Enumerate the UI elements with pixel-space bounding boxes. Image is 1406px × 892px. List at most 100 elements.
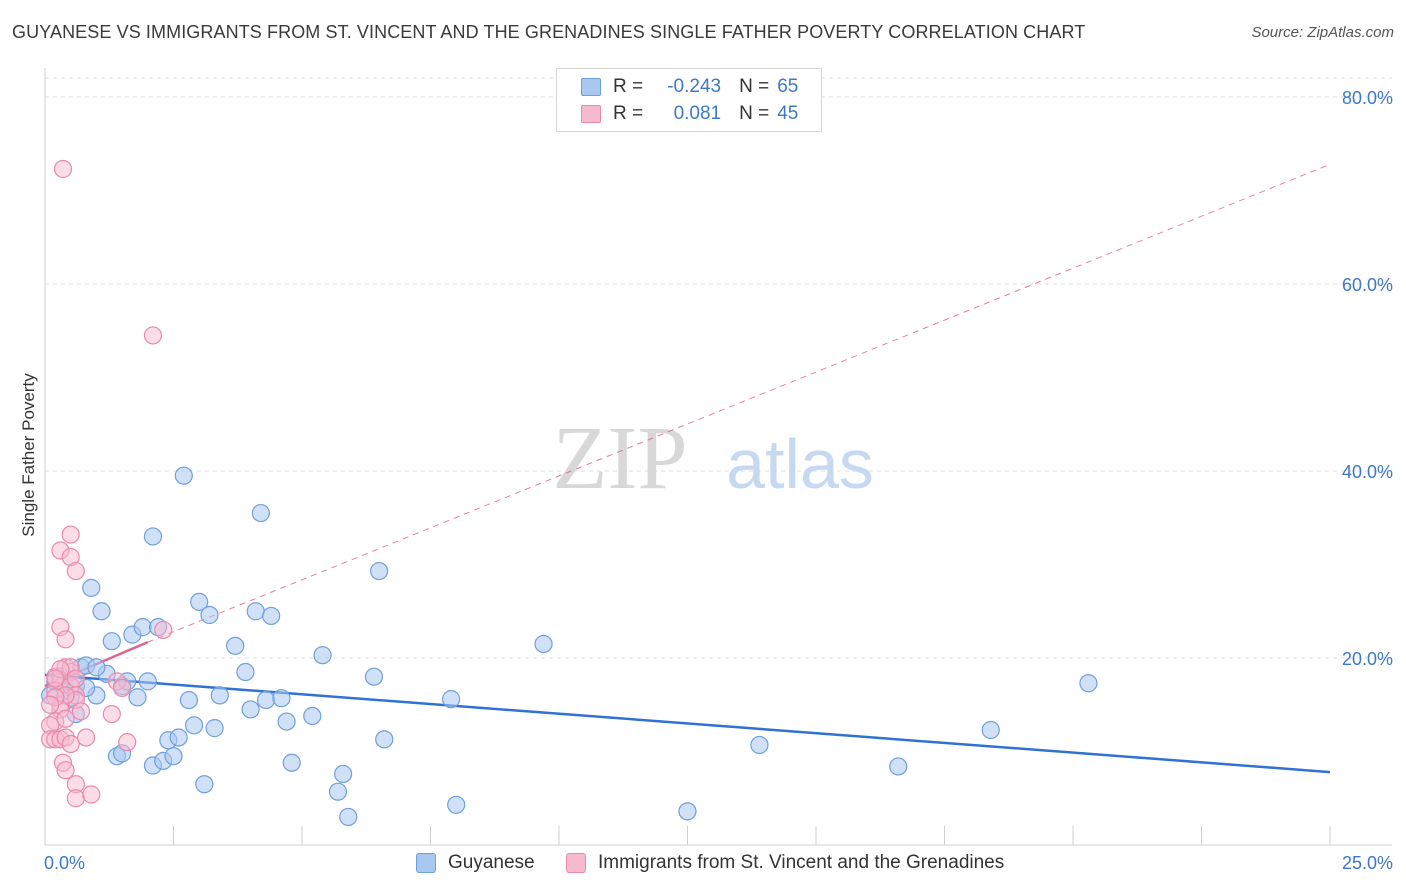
point-guyanese [102, 632, 121, 651]
point-guyanese [92, 602, 111, 621]
point-guyanese [370, 561, 389, 581]
point-guyanese [174, 466, 193, 485]
point-guyanese [236, 662, 255, 682]
point-immigrants [66, 669, 85, 688]
trend-line-guyanese [44, 673, 1331, 774]
watermark-atlas: atlas [726, 425, 874, 503]
point-immigrants [46, 669, 65, 688]
point-guyanese [169, 728, 188, 747]
point-immigrants [118, 733, 137, 752]
point-guyanese [272, 689, 291, 708]
point-guyanese [889, 757, 908, 776]
y-tick-label: 60.0% [1342, 275, 1393, 295]
legend-r-value: 0.081 [673, 103, 722, 124]
legend-row-immigrants: R = 0.081 N = 45 [581, 102, 798, 126]
legend-item-immigrants[interactable]: Immigrants from St. Vincent and the Gren… [566, 852, 1004, 874]
point-immigrants [56, 761, 75, 780]
point-guyanese [241, 700, 260, 719]
chart-title: GUYANESE VS IMMIGRANTS FROM ST. VINCENT … [12, 22, 1086, 42]
point-immigrants [143, 326, 163, 345]
legend-r-label: R = [613, 76, 644, 97]
point-guyanese [143, 527, 163, 546]
point-guyanese [128, 688, 147, 707]
y-tick-label: 20.0% [1342, 649, 1393, 669]
point-immigrants [102, 704, 121, 724]
point-immigrants [112, 678, 132, 698]
point-guyanese [246, 602, 265, 621]
point-guyanese [441, 690, 461, 709]
point-guyanese [164, 747, 183, 766]
legend-swatch-blue [416, 853, 436, 873]
legend-item-guyanese[interactable]: Guyanese [416, 852, 535, 874]
point-immigrants [66, 561, 85, 581]
point-immigrants [56, 709, 75, 728]
point-guyanese [534, 634, 553, 654]
point-immigrants [41, 695, 60, 714]
point-guyanese [375, 730, 394, 749]
point-immigrants [66, 789, 85, 808]
point-immigrants [61, 525, 80, 544]
point-guyanese [678, 802, 697, 821]
legend-n-label: N = [739, 103, 770, 124]
point-guyanese [313, 646, 332, 665]
trend-lines [44, 163, 1331, 774]
point-guyanese [138, 672, 157, 691]
point-guyanese [339, 807, 358, 827]
legend-label-immigrants: Immigrants from St. Vincent and the Gren… [598, 852, 1005, 873]
watermark: ZIP atlas [553, 409, 874, 508]
point-guyanese [262, 606, 281, 626]
point-guyanese [447, 795, 466, 814]
point-immigrants [53, 159, 73, 179]
point-guyanese [328, 782, 348, 801]
point-guyanese [981, 720, 1000, 740]
x-tick-label: 25.0% [1342, 853, 1393, 873]
legend-r-label: R = [613, 103, 644, 124]
series-legend: Guyanese Immigrants from St. Vincent and… [0, 852, 1406, 876]
point-immigrants [61, 734, 80, 754]
point-guyanese [179, 690, 199, 710]
point-guyanese [82, 578, 101, 597]
legend-r-value: -0.243 [667, 76, 722, 97]
watermark-zip: ZIP [553, 409, 688, 508]
point-guyanese [205, 719, 224, 738]
point-guyanese [750, 735, 769, 755]
point-guyanese [364, 667, 384, 686]
point-guyanese [200, 605, 219, 625]
point-guyanese [303, 706, 322, 726]
point-guyanese [277, 712, 296, 731]
y-axis-label: Single Father Poverty [19, 373, 38, 537]
point-guyanese [282, 753, 301, 772]
grid-lines [45, 77, 1392, 659]
point-immigrants [56, 630, 75, 649]
trend-line-immigrants-extended [147, 163, 1331, 643]
point-guyanese [190, 592, 209, 612]
point-guyanese [226, 636, 245, 655]
source-label: Source: ZipAtlas.com [1251, 24, 1394, 41]
point-immigrants [154, 620, 173, 640]
point-guyanese [87, 658, 106, 677]
point-guyanese [1079, 674, 1098, 693]
y-tick-label: 80.0% [1342, 88, 1393, 108]
legend-n-value: 65 [777, 76, 799, 97]
tick-labels: 20.0% 40.0% 60.0% 80.0% 0.0% 25.0% [44, 88, 1393, 873]
legend-swatch-blue [581, 78, 601, 96]
legend-row-guyanese: R = -0.243 N = 65 [581, 75, 798, 99]
legend-label-guyanese: Guyanese [448, 852, 535, 873]
legend-swatch-pink [581, 105, 601, 123]
x-tick-label: 0.0% [44, 853, 85, 873]
correlation-legend: R = -0.243 N = 65 R = 0.081 N = 45 [556, 68, 822, 132]
y-tick-label: 40.0% [1342, 462, 1393, 482]
legend-swatch-pink [566, 853, 586, 873]
data-points [41, 159, 1098, 827]
point-guyanese [251, 503, 270, 523]
point-guyanese [133, 618, 152, 637]
point-guyanese [195, 775, 214, 794]
point-guyanese [256, 690, 276, 710]
point-guyanese [210, 686, 229, 705]
point-immigrants [71, 702, 91, 721]
legend-n-label: N = [739, 76, 770, 97]
point-guyanese [184, 716, 204, 735]
point-immigrants [82, 785, 101, 804]
point-guyanese [334, 764, 353, 784]
